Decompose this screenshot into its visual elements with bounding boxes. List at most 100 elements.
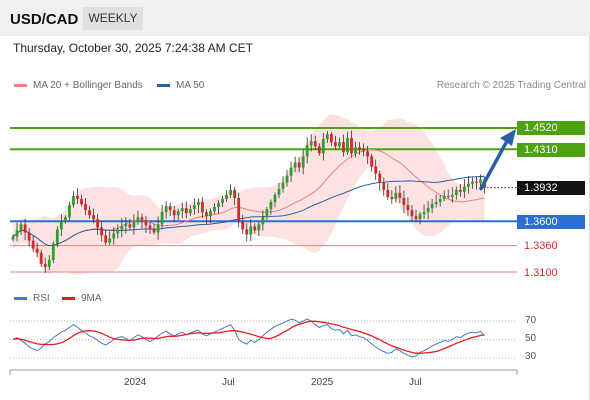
- level-label-support-1: 1.3360: [524, 240, 558, 252]
- candle: [329, 131, 333, 147]
- candle-body: [426, 208, 430, 213]
- candle: [156, 216, 160, 240]
- x-tick-2025: 2025: [311, 377, 334, 388]
- ma50-swatch: [157, 83, 170, 87]
- candle: [265, 206, 269, 220]
- rsi-level-30: 30: [525, 351, 537, 362]
- candle-body: [217, 203, 220, 208]
- candle-body: [454, 189, 458, 195]
- legend-9ma: 9MA: [62, 293, 102, 304]
- candle: [104, 229, 108, 246]
- time-axis: [9, 369, 518, 375]
- candle-body: [313, 141, 317, 147]
- timestamp: Thursday, October 30, 2025 7:24:38 AM CE…: [13, 41, 253, 55]
- forecast-arrow: [479, 129, 516, 191]
- candle: [269, 199, 273, 215]
- ma50-label: MA 50: [176, 80, 205, 91]
- candle-body: [285, 175, 289, 183]
- candle-body: [128, 224, 132, 228]
- candle: [120, 218, 124, 238]
- candle: [406, 197, 410, 216]
- candle-body: [394, 192, 398, 199]
- candle: [245, 223, 249, 242]
- candle: [346, 131, 349, 155]
- candle: [253, 223, 257, 234]
- candle-body: [309, 141, 313, 146]
- rsi-9ma-line: [12, 320, 485, 354]
- forecast-arrow-shaft: [479, 139, 509, 191]
- candle-body: [96, 219, 100, 228]
- candle: [293, 156, 297, 173]
- bollinger-band-fill: [13, 114, 485, 276]
- candle-body: [366, 151, 370, 157]
- candle: [11, 234, 15, 242]
- candle-body: [63, 217, 67, 222]
- candle-body: [164, 206, 168, 213]
- candle: [350, 130, 353, 158]
- candle: [209, 208, 212, 224]
- candle-body: [136, 217, 140, 223]
- candle: [63, 215, 67, 224]
- candle-body: [297, 162, 301, 168]
- candle-body: [281, 182, 285, 189]
- candle-body: [370, 156, 374, 167]
- candle: [160, 204, 164, 230]
- candle: [358, 142, 361, 156]
- ma20-swatch: [14, 83, 27, 87]
- header-bar: USD/CAD WEEKLY: [0, 0, 590, 36]
- candle-body: [68, 205, 71, 218]
- candle: [176, 208, 180, 221]
- candle: [402, 190, 406, 214]
- ma20-label: MA 20 + Bollinger Bands: [33, 80, 143, 91]
- candle: [148, 222, 152, 234]
- candle-body: [325, 134, 329, 140]
- level-label-pivot: 1.3600: [517, 215, 585, 229]
- candle: [116, 224, 120, 239]
- candle-body: [100, 227, 104, 236]
- candle: [80, 194, 83, 207]
- candle: [475, 176, 478, 190]
- candle: [370, 153, 374, 172]
- candle: [471, 176, 474, 189]
- candle-body: [253, 226, 257, 231]
- candle-body: [458, 189, 462, 192]
- candle: [76, 188, 79, 204]
- ma50-line: [12, 175, 485, 247]
- candle-body: [221, 198, 224, 204]
- candle: [132, 214, 136, 235]
- candle-body: [354, 147, 357, 154]
- candle: [241, 214, 245, 235]
- candle-body: [410, 210, 414, 217]
- candle: [317, 143, 321, 156]
- candle: [217, 200, 220, 215]
- candle: [68, 201, 71, 222]
- candle: [213, 203, 216, 214]
- candle-body: [269, 202, 273, 210]
- candle: [374, 159, 378, 180]
- candle: [92, 208, 95, 224]
- candle: [398, 185, 402, 204]
- candle: [192, 198, 196, 215]
- candle-body: [479, 179, 482, 183]
- candle: [434, 194, 438, 208]
- candle: [362, 143, 366, 157]
- candle-body: [59, 221, 63, 230]
- candle-body: [350, 138, 353, 154]
- candle-body: [442, 195, 446, 199]
- candle: [386, 183, 390, 200]
- candle-body: [39, 252, 43, 264]
- candle-body: [241, 221, 245, 230]
- candle: [96, 213, 100, 235]
- candle-body: [23, 224, 27, 233]
- candle: [277, 183, 281, 199]
- candle: [325, 130, 329, 143]
- timeframe-button[interactable]: WEEKLY: [83, 7, 143, 30]
- candle-body: [184, 208, 188, 214]
- candle-body: [229, 189, 233, 195]
- candle: [301, 149, 305, 175]
- candle: [23, 218, 27, 241]
- candle-body: [422, 212, 426, 215]
- candle: [72, 191, 75, 208]
